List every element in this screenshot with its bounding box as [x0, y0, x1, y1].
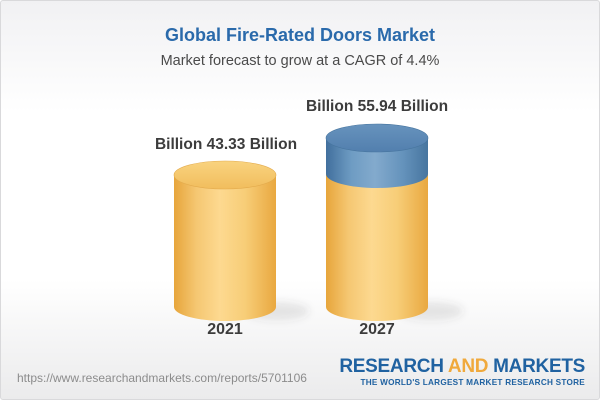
logo-tagline: THE WORLD'S LARGEST MARKET RESEARCH STOR… [360, 377, 585, 387]
bar-2021-cylinder [173, 160, 277, 321]
year-label-2027: 2027 [359, 321, 395, 338]
chart-title: Global Fire-Rated Doors Market [164, 25, 436, 45]
bar-2027-growth-segment [325, 123, 429, 188]
value-label-2021: Billion 43.33 Billion [155, 136, 297, 153]
report-url: https://www.researchandmarkets.com/repor… [17, 371, 307, 385]
chart-subtitle: Market forecast to grow at a CAGR of 4.4… [160, 53, 440, 69]
research-and-markets-logo: RESEARCH AND MARKETS THE WORLD'S LARGEST… [339, 357, 585, 387]
logo-wordmark: RESEARCH AND MARKETS [339, 357, 585, 376]
logo-word-and: AND [447, 355, 489, 377]
year-label-2021: 2021 [207, 321, 243, 338]
logo-word-research: RESEARCH [339, 355, 444, 377]
value-label-2027: Billion 55.94 Billion [306, 98, 448, 115]
logo-word-markets: MARKETS [493, 355, 585, 377]
bar-2027-base-segment [326, 171, 428, 321]
bar-2027-cylinder [325, 123, 429, 321]
